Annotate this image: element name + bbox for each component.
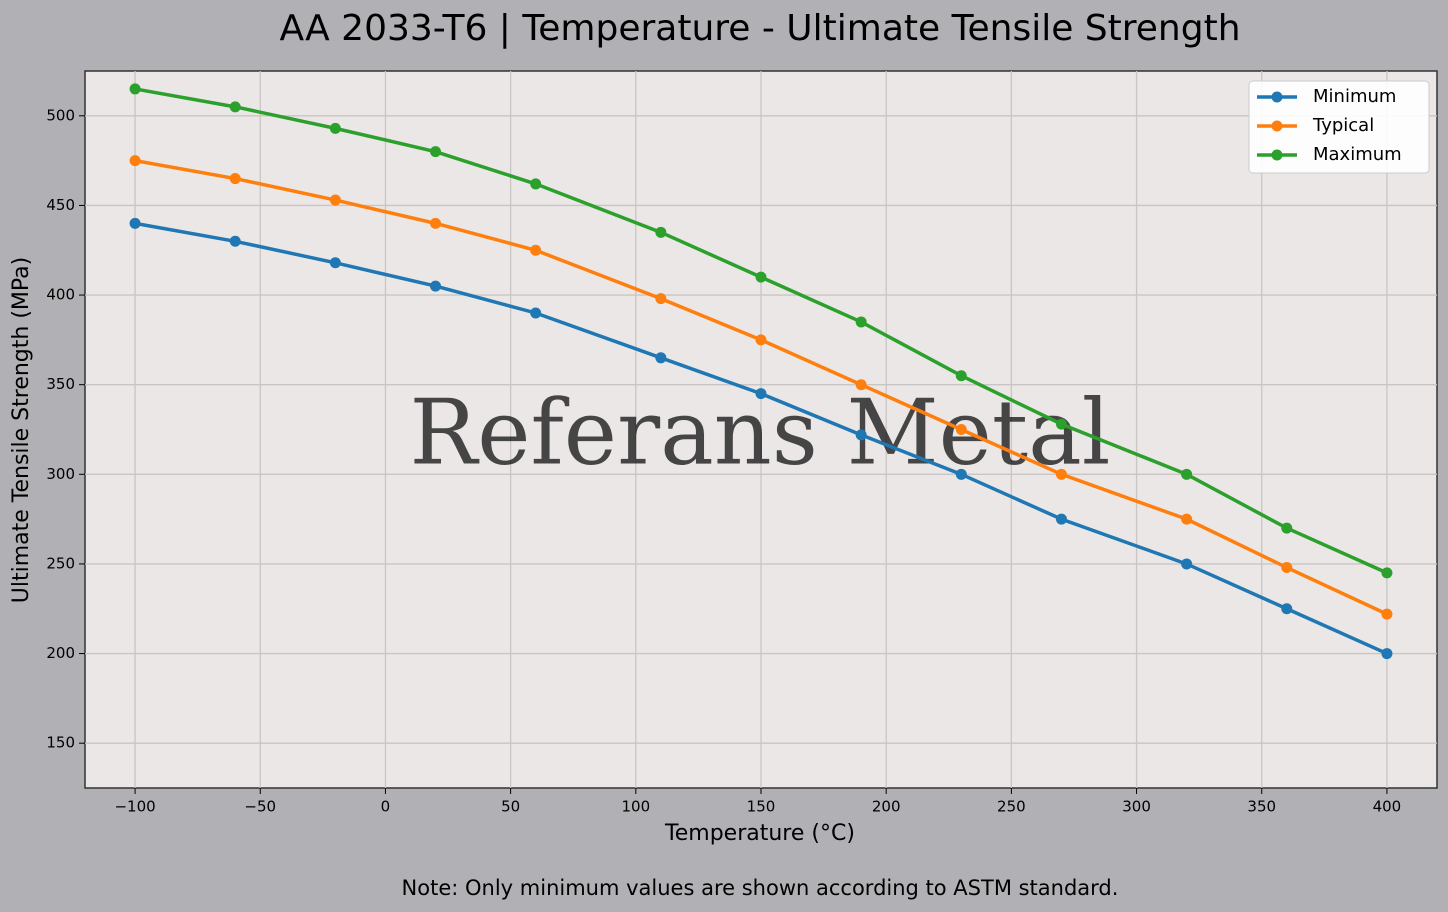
x-tick-label: −50	[244, 798, 276, 816]
y-axis-label: Ultimate Tensile Strength (MPa)	[9, 257, 34, 603]
x-tick-label: 250	[997, 798, 1026, 816]
legend-label: Maximum	[1313, 144, 1402, 165]
y-tick-label: 400	[46, 286, 75, 304]
data-point	[430, 146, 442, 158]
data-point	[229, 235, 241, 247]
data-point	[1055, 513, 1067, 525]
x-tick-label: −100	[114, 798, 155, 816]
data-point	[755, 271, 767, 283]
x-tick-label: 50	[501, 798, 520, 816]
data-point	[955, 370, 967, 382]
data-point	[329, 194, 341, 206]
x-tick-label: 200	[872, 798, 901, 816]
legend-marker	[1271, 91, 1283, 103]
legend-marker	[1271, 149, 1283, 161]
data-point	[955, 468, 967, 480]
data-point	[855, 429, 867, 441]
y-tick-label: 500	[46, 106, 75, 124]
series-group	[129, 83, 1393, 660]
data-point	[1281, 603, 1293, 615]
data-point	[129, 217, 141, 229]
data-point	[755, 388, 767, 400]
data-point	[755, 334, 767, 346]
x-tick-label: 100	[621, 798, 650, 816]
data-point	[1381, 648, 1393, 660]
data-point	[655, 352, 667, 364]
x-tick-label: 150	[747, 798, 776, 816]
x-tick-label: 0	[381, 798, 391, 816]
y-tick-label: 150	[46, 734, 75, 752]
x-tick-label: 400	[1373, 798, 1402, 816]
data-point	[229, 173, 241, 185]
legend-box	[1248, 80, 1430, 174]
data-point	[129, 155, 141, 167]
data-point	[530, 244, 542, 256]
x-tick-label: 350	[1247, 798, 1276, 816]
data-point	[655, 293, 667, 305]
legend-label: Minimum	[1313, 86, 1396, 107]
x-axis-label: Temperature (°C)	[664, 821, 855, 846]
legend-label: Typical	[1312, 115, 1374, 136]
data-point	[1181, 468, 1193, 480]
legend-marker	[1271, 120, 1283, 132]
data-point	[1055, 418, 1067, 430]
y-tick-label: 250	[46, 554, 75, 572]
data-point	[329, 257, 341, 269]
note: Note: Only minimum values are shown acco…	[402, 876, 1119, 900]
data-point	[955, 424, 967, 435]
y-tick-label: 450	[46, 196, 75, 214]
x-tick-label: 300	[1122, 798, 1151, 816]
y-tick-label: 300	[46, 465, 75, 483]
data-point	[1281, 562, 1293, 574]
data-point	[1181, 558, 1193, 570]
data-point	[1381, 608, 1393, 620]
data-point	[855, 379, 867, 391]
chart-title: AA 2033-T6 | Temperature - Ultimate Tens…	[279, 8, 1240, 49]
data-point	[1181, 513, 1193, 525]
data-point	[430, 217, 442, 229]
data-point	[329, 122, 341, 134]
data-point	[530, 307, 542, 319]
data-point	[1055, 468, 1067, 480]
data-point	[129, 83, 141, 95]
data-point	[1281, 522, 1293, 534]
grid	[85, 71, 1437, 788]
data-point	[855, 316, 867, 328]
data-point	[1381, 567, 1393, 579]
data-point	[229, 101, 241, 113]
data-point	[430, 280, 442, 292]
y-tick-label: 200	[46, 644, 75, 662]
data-point	[655, 226, 667, 238]
y-tick-label: 350	[46, 375, 75, 393]
data-point	[530, 178, 542, 190]
